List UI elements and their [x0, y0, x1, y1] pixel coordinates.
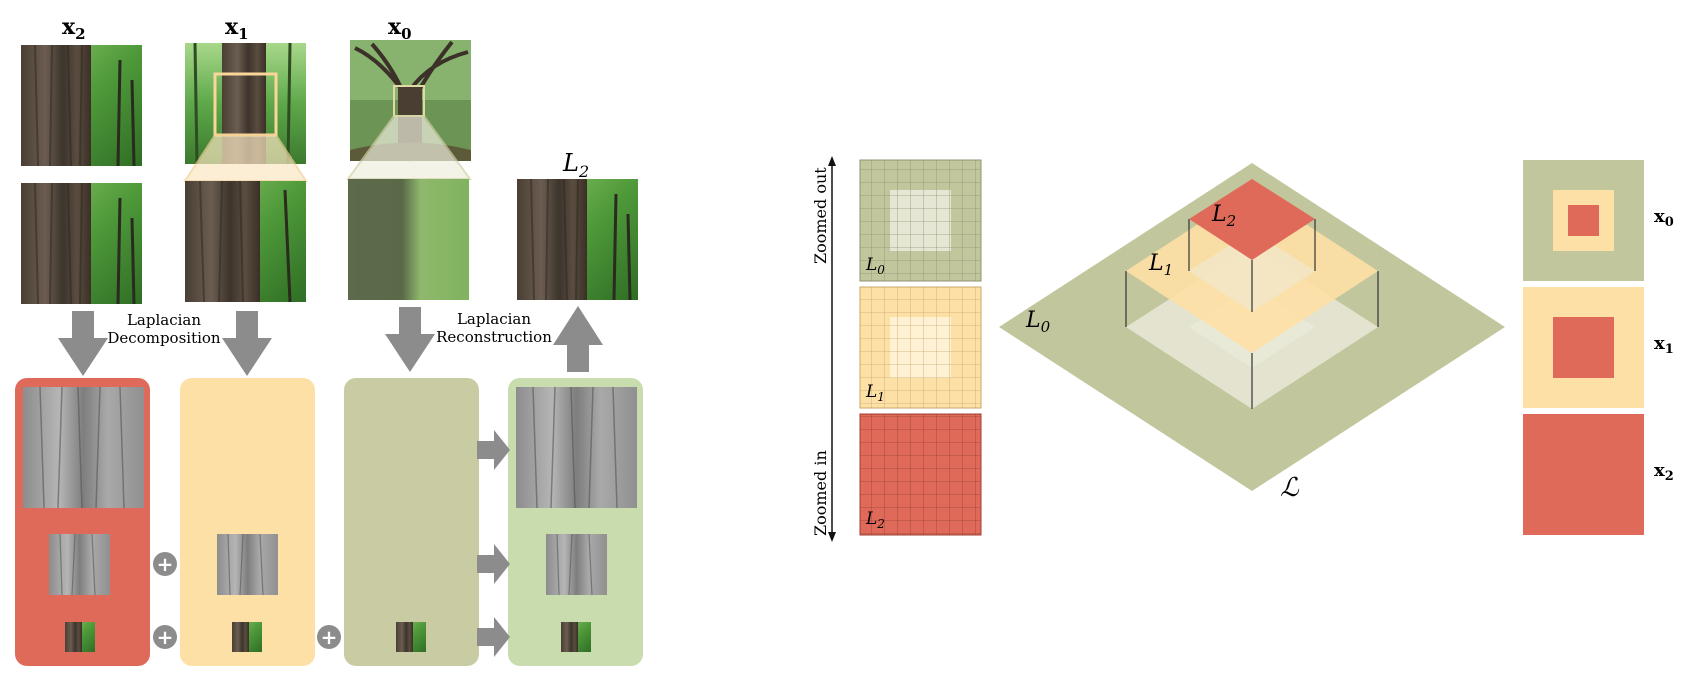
label-x2: x2: [62, 14, 86, 43]
reconstruction-caption-line1: Laplacian: [457, 310, 531, 328]
image-x2-bottom: [21, 182, 142, 305]
pyramid-layer-L2: [1189, 179, 1315, 260]
label-L2-result: L2: [562, 149, 589, 181]
side-label-x0: x0: [1654, 206, 1674, 230]
pyramid-label-L2: L2: [1211, 202, 1236, 230]
svg-text:L0: L0: [865, 255, 885, 277]
svg-text:+: +: [157, 625, 174, 649]
arrow-right-3: [477, 617, 510, 657]
grid-L1: L1: [859, 286, 982, 409]
pyramid-label-L0: L0: [1025, 308, 1051, 336]
square-x2: [1523, 414, 1644, 535]
reconstruction-caption-line2: Reconstruction: [436, 328, 552, 346]
right-panel: Zoomed out Zoomed in L0 L1 L2: [811, 156, 1674, 542]
svg-text:L2: L2: [865, 509, 885, 531]
label-x0: x0: [388, 14, 412, 43]
detail-mid-red: [49, 534, 110, 595]
svg-text:+: +: [157, 552, 174, 576]
side-label-x2: x2: [1654, 460, 1674, 484]
grid-L0: L0: [859, 159, 982, 282]
arrow-right-1: [477, 430, 510, 470]
axis-label-zoomed-in: Zoomed in: [811, 450, 830, 536]
arrow-up-result: [553, 306, 603, 372]
grid-L2: L2: [859, 413, 982, 536]
detail-mid-green: [546, 534, 607, 595]
decomposition-caption-line1: Laplacian: [127, 311, 201, 329]
side-label-x1: x1: [1654, 333, 1674, 357]
arrow-down-x2: [58, 311, 108, 376]
pyramid: L2 L1 L0 ℒ: [999, 163, 1505, 503]
detail-mid-peach: [217, 534, 278, 595]
square-x1: [1523, 287, 1644, 408]
zoom-axis-arrow-top: [828, 156, 836, 166]
zoom-connector-x0: [346, 115, 472, 180]
plus-circle-3: +: [317, 625, 341, 649]
image-x1-bottom: [185, 180, 306, 303]
label-x1: x1: [225, 14, 249, 43]
image-L2-result: [517, 178, 638, 301]
zoom-axis-arrow-bottom: [828, 532, 836, 542]
svg-text:L1: L1: [865, 382, 885, 404]
image-x1-top: [185, 42, 306, 165]
pyramid-label-L1: L1: [1148, 251, 1173, 279]
left-panel: x2 x1 x0: [15, 14, 643, 666]
square-x0: [1523, 160, 1644, 281]
image-x2-top: [21, 44, 142, 167]
column-olive: [344, 378, 479, 666]
svg-text:+: +: [321, 625, 338, 649]
axis-label-zoomed-out: Zoomed out: [811, 167, 830, 264]
decomposition-caption-line2: Decomposition: [107, 329, 221, 347]
column-peach: [180, 378, 315, 666]
arrow-down-x0: [385, 307, 435, 372]
plus-circle-2: +: [153, 625, 177, 649]
pyramid-base-label: ℒ: [1280, 473, 1300, 503]
image-x0-bottom: [348, 179, 469, 300]
arrow-right-2: [477, 544, 510, 584]
plus-circle-1: +: [153, 552, 177, 576]
arrow-down-x1: [222, 311, 272, 376]
